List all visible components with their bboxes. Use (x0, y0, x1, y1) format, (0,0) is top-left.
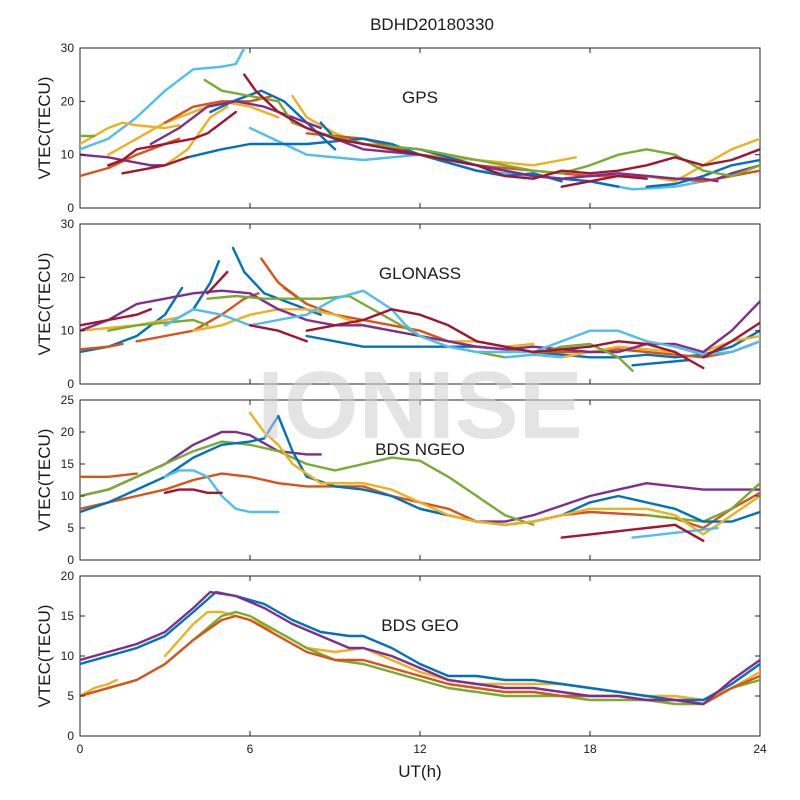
x-tick-label: 0 (77, 742, 84, 756)
y-tick-label: 0 (67, 729, 74, 743)
series-line-0-22 (243, 73, 760, 180)
series-line-0-21 (121, 156, 189, 175)
y-tick-label: 20 (61, 569, 75, 583)
series-line-3-5 (80, 590, 760, 706)
y-tick-label: 10 (61, 489, 75, 503)
y-axis-label: VTEC(TECU) (35, 77, 54, 180)
series-line-2-6 (80, 414, 760, 526)
series-line-1-8 (282, 286, 308, 306)
y-tick-label: 30 (61, 41, 75, 55)
series-line-1-4 (631, 358, 691, 367)
series-line-0-8 (163, 94, 274, 124)
series-line-2-10 (163, 488, 223, 494)
series-line-2-4 (80, 440, 535, 526)
series-line-0-0 (80, 48, 246, 151)
series-line-2-7 (248, 411, 760, 536)
panel-2: 0 5 10 15 20 25 VTEC(TECU) BDS NGEO (35, 393, 761, 567)
series-line-1-14 (418, 300, 760, 354)
y-tick-label: 5 (67, 689, 74, 703)
series-line-2-11 (560, 523, 705, 542)
x-tick-label: 24 (753, 742, 767, 756)
series-group (80, 411, 760, 542)
panel-axes-box (79, 47, 761, 209)
series-line-2-0 (80, 472, 138, 478)
y-tick-label: 30 (61, 217, 75, 231)
y-axis-label: VTEC(TECU) (35, 605, 54, 708)
series-line-0-14 (80, 153, 167, 167)
panel-axes-box (79, 223, 761, 385)
panel-1: 0 10 20 30 VTEC(TECU) GLONASS (35, 217, 761, 391)
series-line-1-15 (107, 318, 209, 332)
y-tick-label: 15 (61, 457, 75, 471)
x-axis-label: UT(h) (398, 762, 441, 781)
panel-label: GLONASS (379, 264, 461, 283)
y-tick-label: 0 (67, 377, 74, 391)
panel-label: GPS (402, 88, 438, 107)
panel-0: 0 10 20 30 VTEC(TECU) GPS (35, 41, 761, 215)
series-line-1-22 (305, 308, 705, 370)
series-line-0-2 (80, 121, 181, 146)
series-line-0-3 (107, 100, 280, 156)
series-line-0-13 (645, 158, 760, 188)
x-tick-label: 18 (583, 742, 597, 756)
panel-label: BDS NGEO (375, 440, 465, 459)
panel-label: BDS GEO (381, 616, 458, 635)
y-tick-label: 0 (67, 201, 74, 215)
y-tick-label: 10 (61, 649, 75, 663)
series-line-1-21 (248, 324, 308, 343)
y-tick-label: 10 (61, 148, 75, 162)
series-line-1-11 (560, 345, 677, 359)
y-tick-label: 10 (61, 324, 75, 338)
series-line-1-19 (80, 308, 152, 327)
figure-title: BDHD20180330 (370, 15, 494, 34)
series-line-0-23 (560, 174, 648, 188)
y-tick-label: 20 (61, 425, 75, 439)
series-line-1-5 (80, 342, 124, 351)
y-tick-label: 20 (61, 94, 75, 108)
series-line-1-23 (702, 321, 760, 359)
series-group (80, 590, 760, 706)
x-tick-label: 6 (247, 742, 254, 756)
series-line-1-2 (231, 246, 322, 316)
series-line-3-0 (80, 678, 118, 698)
y-tick-label: 0 (67, 553, 74, 567)
series-line-1-18 (503, 353, 563, 359)
panel-axes-box (79, 575, 761, 737)
series-line-1-13 (80, 289, 422, 338)
series-line-1-17 (163, 289, 760, 356)
series-line-0-15 (149, 100, 322, 146)
series-line-0-19 (203, 78, 760, 178)
series-line-3-4 (80, 590, 760, 702)
y-axis-label: VTEC(TECU) (35, 429, 54, 532)
series-line-2-8 (163, 469, 280, 514)
y-tick-label: 5 (67, 521, 74, 535)
panels-group: 0 10 20 30 VTEC(TECU) GPS 0 10 20 30 VTEC(TECU) GLO… (35, 41, 767, 756)
series-group (80, 48, 760, 191)
watermark-text: IONISE (257, 352, 582, 459)
series-line-1-20 (206, 270, 229, 295)
series-line-2-9 (631, 526, 719, 539)
panel-3: 0 5 10 15 20 0 6 12 18 24 VTEC(TECU) BDS GEO (35, 569, 767, 756)
y-tick-label: 25 (61, 393, 75, 407)
series-line-0-20 (107, 110, 237, 167)
y-tick-label: 15 (61, 609, 75, 623)
series-line-0-4 (163, 105, 229, 167)
y-axis-label: VTEC(TECU) (35, 253, 54, 356)
y-tick-label: 20 (61, 270, 75, 284)
x-tick-label: 12 (413, 742, 427, 756)
series-group (80, 246, 760, 372)
